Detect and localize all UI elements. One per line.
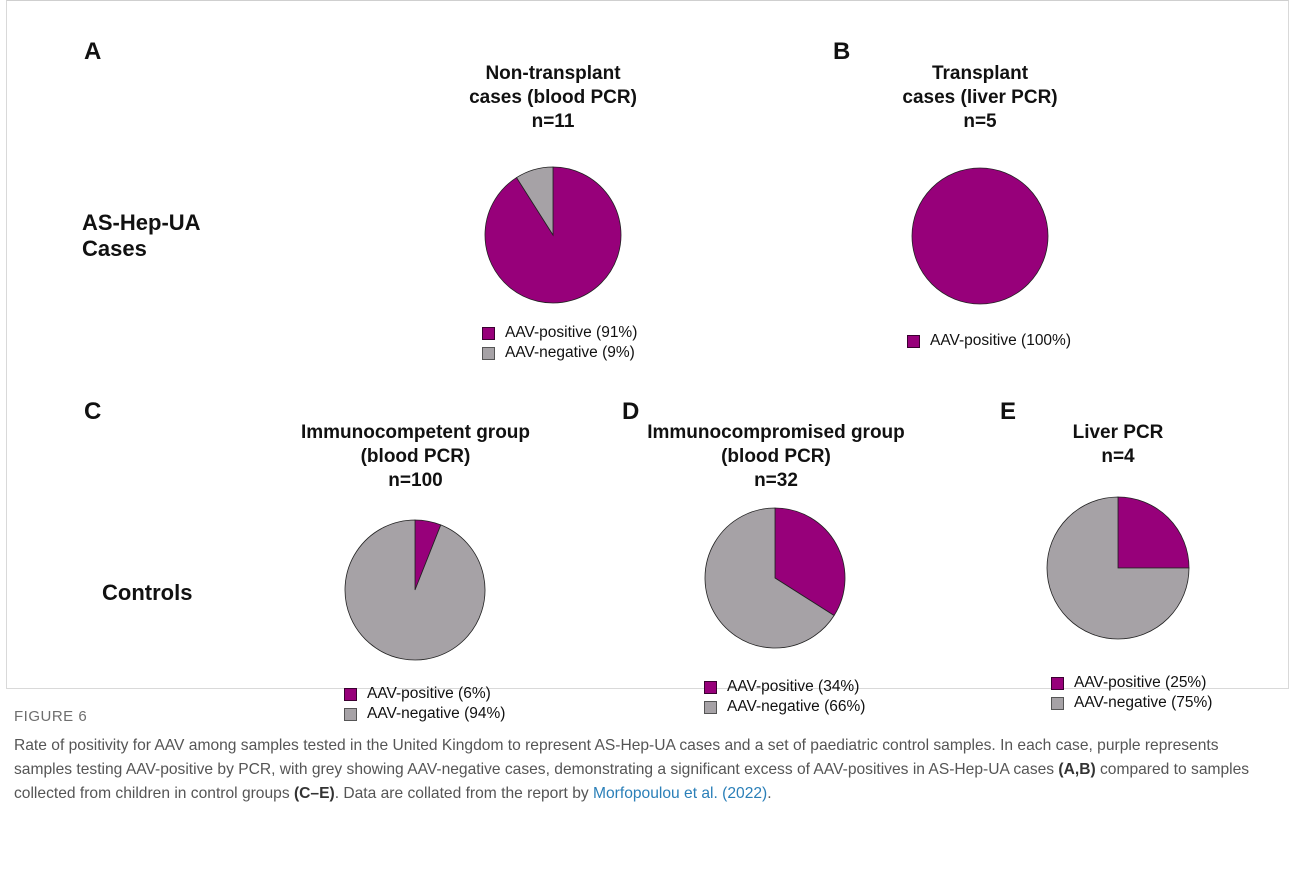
- legend-item: AAV-positive (25%): [1051, 673, 1212, 693]
- pie-slice-aav-positive: [1117, 496, 1190, 569]
- figure-frame: [6, 0, 1289, 689]
- legend-c: AAV-positive (6%) AAV-negative (94%): [344, 684, 505, 724]
- positive-swatch: [482, 326, 495, 340]
- legend-item: AAV-positive (91%): [482, 323, 637, 343]
- panel-c-title: Immunocompetent group (blood PCR) n=100: [300, 422, 531, 491]
- pie-slice-aav-negative: [1046, 496, 1190, 640]
- row-label-cases: AS-Hep-UA Cases: [82, 210, 201, 261]
- panel-letter-b: B: [833, 38, 851, 65]
- legend-item: AAV-negative (66%): [704, 697, 865, 717]
- positive-swatch: [907, 334, 920, 348]
- legend-item: AAV-positive (34%): [704, 677, 865, 697]
- legend-item: AAV-negative (94%): [344, 704, 505, 724]
- pie-slice-aav-negative: [344, 519, 486, 661]
- pie-slice-aav-negative: [704, 507, 835, 649]
- panel-a-title: Non-transplant cases (blood PCR) n=11: [469, 63, 637, 132]
- legend-e: AAV-positive (25%) AAV-negative (75%): [1051, 673, 1212, 713]
- negative-swatch: [1051, 696, 1064, 710]
- panel-letter-c: C: [84, 398, 102, 425]
- legend-item: AAV-positive (100%): [907, 331, 1071, 351]
- pie-slice-aav-negative: [516, 166, 554, 237]
- panel-letter-a: A: [84, 38, 102, 65]
- row-label-controls: Controls: [102, 580, 193, 605]
- legend-b: AAV-positive (100%): [907, 331, 1071, 351]
- figure-caption: Rate of positivity for AAV among samples…: [14, 737, 1250, 802]
- figure-label: FIGURE 6: [14, 708, 88, 725]
- panel-e-title: Liver PCR n=4: [1072, 422, 1164, 467]
- legend-a: AAV-positive (91%) AAV-negative (9%): [482, 323, 637, 363]
- positive-swatch: [704, 680, 717, 694]
- negative-swatch: [704, 700, 717, 714]
- panel-b-title: Transplant cases (liver PCR) n=5: [902, 63, 1058, 132]
- panel-letter-d: D: [622, 398, 640, 425]
- positive-swatch: [344, 687, 357, 701]
- negative-swatch: [482, 346, 495, 360]
- positive-swatch: [1051, 676, 1064, 690]
- legend-item: AAV-negative (75%): [1051, 693, 1212, 713]
- negative-swatch: [344, 707, 357, 721]
- legend-item: AAV-negative (9%): [482, 343, 637, 363]
- panel-d-title: Immunocompromised group (blood PCR) n=32: [647, 422, 905, 491]
- reference-link[interactable]: Morfopoulou et al. (2022): [593, 785, 768, 802]
- panel-letter-e: E: [1000, 398, 1017, 425]
- legend-d: AAV-positive (34%) AAV-negative (66%): [704, 677, 865, 717]
- pie-slice-aav-positive: [911, 167, 1049, 305]
- legend-item: AAV-positive (6%): [344, 684, 505, 704]
